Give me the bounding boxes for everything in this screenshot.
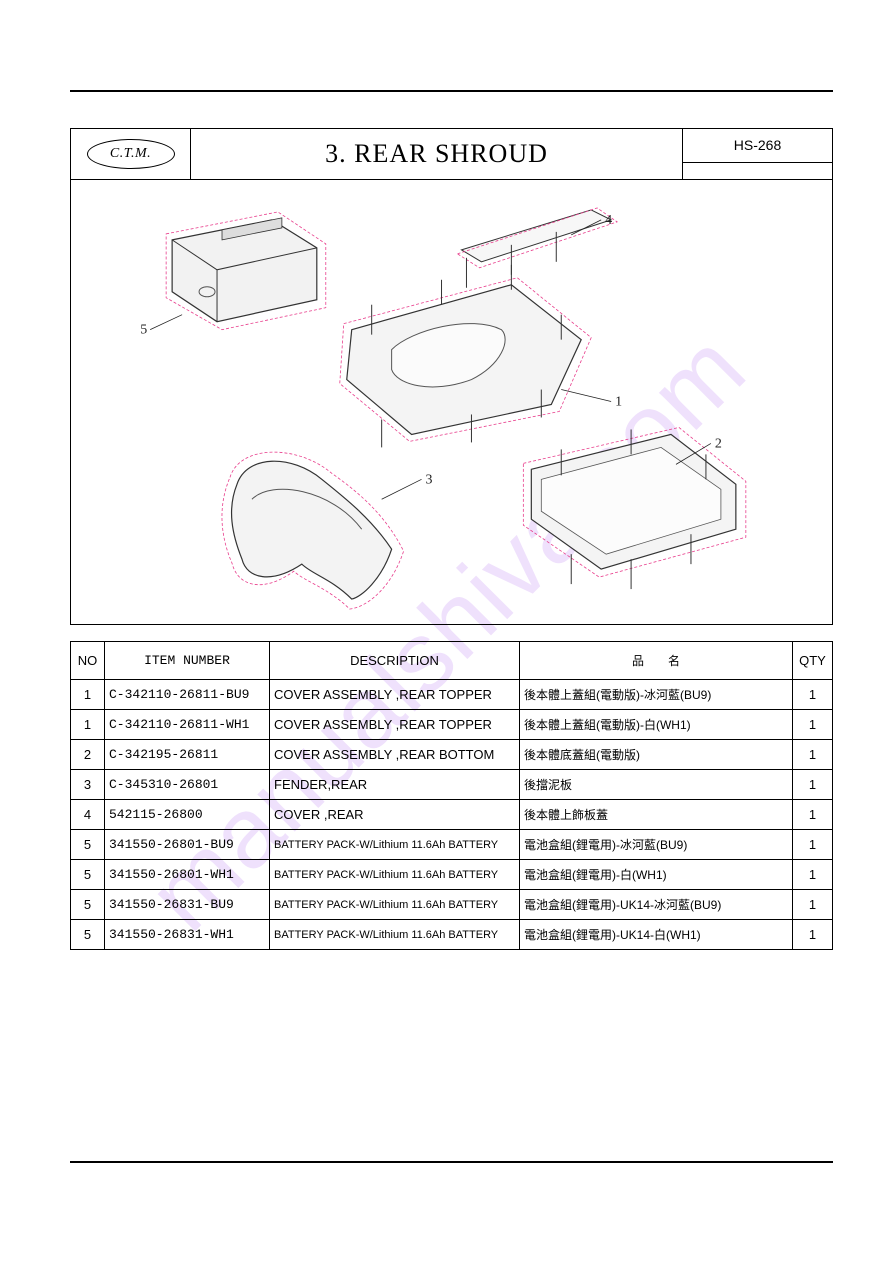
leader-line [561,390,611,402]
model-code-blank [683,163,832,179]
cell-qty: 1 [793,830,833,860]
cell-no: 5 [71,890,105,920]
cell-name: 後本體底蓋組(電動版) [520,740,793,770]
cell-desc: FENDER,REAR [270,770,520,800]
cell-no: 1 [71,710,105,740]
cell-no: 1 [71,680,105,710]
table-row: 5341550-26831-BU9BATTERY PACK-W/Lithium … [71,890,833,920]
part-label: 3 [426,472,433,487]
cell-item: C-342110-26811-BU9 [105,680,270,710]
cell-item: C-345310-26801 [105,770,270,800]
cell-desc: BATTERY PACK-W/Lithium 11.6Ah BATTERY [270,860,520,890]
cell-name: 電池盒組(鋰電用)-UK14-冰河藍(BU9) [520,890,793,920]
cell-item: 341550-26801-WH1 [105,860,270,890]
cell-name: 電池盒組(鋰電用)-UK14-白(WH1) [520,920,793,950]
cell-item: 341550-26801-BU9 [105,830,270,860]
cell-qty: 1 [793,680,833,710]
cell-qty: 1 [793,740,833,770]
cell-desc: BATTERY PACK-W/Lithium 11.6Ah BATTERY [270,920,520,950]
cell-name: 電池盒組(鋰電用)-白(WH1) [520,860,793,890]
table-row: 5341550-26831-WH1BATTERY PACK-W/Lithium … [71,920,833,950]
page: C.T.M. 3. REAR SHROUD HS-268 [70,90,833,1163]
table-row: 4542115-26800COVER ,REAR後本體上飾板蓋1 [71,800,833,830]
cell-item: C-342110-26811-WH1 [105,710,270,740]
cell-no: 2 [71,740,105,770]
cell-no: 4 [71,800,105,830]
cell-item: 341550-26831-BU9 [105,890,270,920]
brand-logo: C.T.M. [87,139,175,169]
col-header-item: ITEM NUMBER [105,642,270,680]
part-2-shape [523,427,745,589]
table-row: 5341550-26801-WH1BATTERY PACK-W/Lithium … [71,860,833,890]
table-row: 2C-342195-26811COVER ASSEMBLY ,REAR BOTT… [71,740,833,770]
cell-item: 341550-26831-WH1 [105,920,270,950]
cell-name: 後本體上蓋組(電動版)-白(WH1) [520,710,793,740]
cell-no: 5 [71,860,105,890]
cell-desc: BATTERY PACK-W/Lithium 11.6Ah BATTERY [270,890,520,920]
cell-qty: 1 [793,770,833,800]
cell-desc: COVER ASSEMBLY ,REAR TOPPER [270,710,520,740]
table-header-row: NO ITEM NUMBER DESCRIPTION 品 名 QTY [71,642,833,680]
cell-qty: 1 [793,800,833,830]
exploded-diagram: 1 2 3 4 5 [70,180,833,625]
logo-cell: C.T.M. [71,129,191,179]
parts-table: NO ITEM NUMBER DESCRIPTION 品 名 QTY 1C-34… [70,641,833,950]
part-1-shape [340,265,591,448]
table-row: 5341550-26801-BU9BATTERY PACK-W/Lithium … [71,830,833,860]
part-4-shape [457,208,617,288]
cell-item: C-342195-26811 [105,740,270,770]
part-label: 1 [615,394,622,409]
part-label: 4 [605,213,612,228]
parts-tbody: 1C-342110-26811-BU9COVER ASSEMBLY ,REAR … [71,680,833,950]
cell-qty: 1 [793,710,833,740]
cell-name: 後擋泥板 [520,770,793,800]
cell-no: 5 [71,920,105,950]
header-box: C.T.M. 3. REAR SHROUD HS-268 [70,128,833,180]
model-code: HS-268 [683,129,832,163]
cell-qty: 1 [793,860,833,890]
page-title: 3. REAR SHROUD [191,129,682,179]
cell-name: 後本體上蓋組(電動版)-冰河藍(BU9) [520,680,793,710]
model-code-cell: HS-268 [682,129,832,179]
cell-desc: BATTERY PACK-W/Lithium 11.6Ah BATTERY [270,830,520,860]
leader-line [150,315,182,330]
table-row: 1C-342110-26811-BU9COVER ASSEMBLY ,REAR … [71,680,833,710]
cell-qty: 1 [793,920,833,950]
table-row: 3C-345310-26801FENDER,REAR後擋泥板1 [71,770,833,800]
col-header-name: 品 名 [520,642,793,680]
col-header-desc: DESCRIPTION [270,642,520,680]
table-row: 1C-342110-26811-WH1COVER ASSEMBLY ,REAR … [71,710,833,740]
leader-line [382,479,422,499]
cell-qty: 1 [793,890,833,920]
cell-item: 542115-26800 [105,800,270,830]
col-header-qty: QTY [793,642,833,680]
diagram-svg: 1 2 3 4 5 [71,180,832,624]
cell-no: 3 [71,770,105,800]
part-label: 2 [715,436,722,451]
cell-no: 5 [71,830,105,860]
part-3-shape [222,452,404,609]
part-label: 5 [140,323,147,338]
col-header-no: NO [71,642,105,680]
cell-name: 電池盒組(鋰電用)-冰河藍(BU9) [520,830,793,860]
cell-name: 後本體上飾板蓋 [520,800,793,830]
cell-desc: COVER ,REAR [270,800,520,830]
cell-desc: COVER ASSEMBLY ,REAR TOPPER [270,680,520,710]
part-5-shape [166,212,326,330]
cell-desc: COVER ASSEMBLY ,REAR BOTTOM [270,740,520,770]
brand-logo-text: C.T.M. [110,146,151,162]
